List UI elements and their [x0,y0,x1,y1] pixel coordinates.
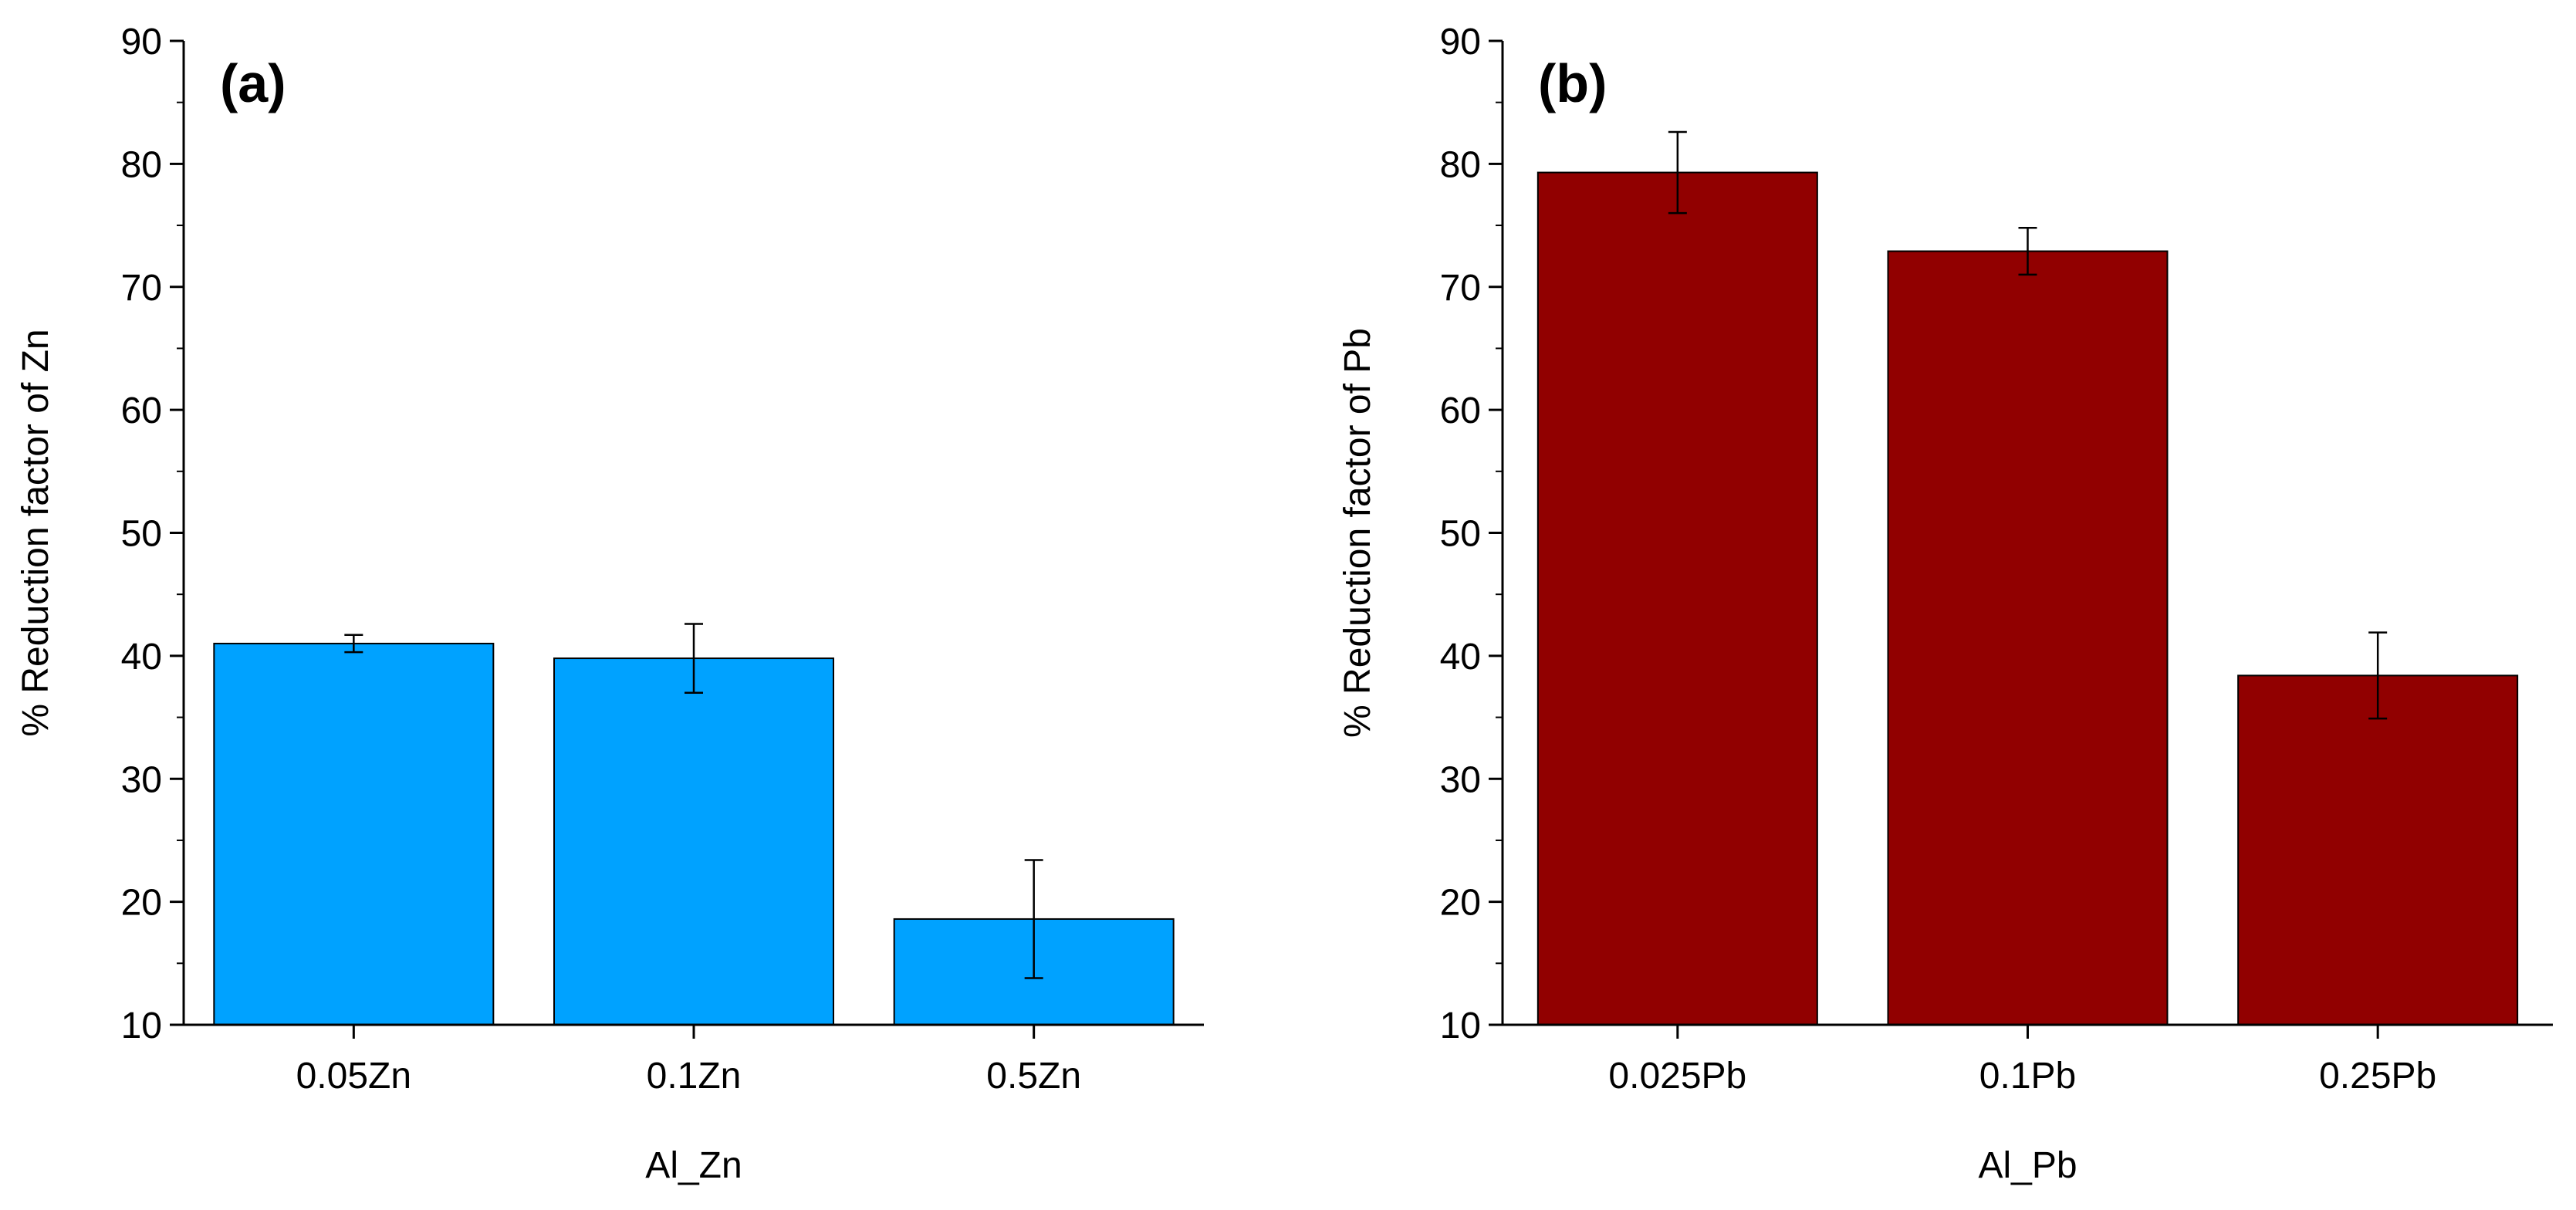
x-tick-label-0.5Zn: 0.5Zn [986,1056,1081,1097]
bar-0.25Pb [2237,674,2519,1026]
y-tick-label: 50 [1440,514,1481,555]
y-tick-label: 20 [1440,883,1481,924]
y-axis-title: % Reduction factor of Pb [1337,328,1378,738]
y-tick-label: 80 [121,144,162,185]
x-axis-title: Al_Zn [645,1145,742,1186]
y-tick-label: 90 [1440,22,1481,63]
chart-panel-a: 10 20 30 40 50 60 70 80 90 0.05Zn 0.1Zn 0.5Zn Al_Zn%… [15,22,1204,1186]
chart-panel-b: 10 20 30 40 50 60 70 80 90 0.025Pb 0.1Pb 0.25Pb Al_P… [1337,22,2553,1186]
x-tick-label-0.025Pb: 0.025Pb [1608,1056,1746,1097]
error-bar-0.05Zn [344,634,363,654]
bar-0.05Zn [213,642,495,1026]
error-bar-0.025Pb [1668,130,1687,215]
y-tick-label: 70 [121,268,162,309]
x-tick-label-0.25Pb: 0.25Pb [2319,1056,2436,1097]
y-tick-label: 10 [121,1006,162,1046]
y-tick-label: 50 [121,514,162,555]
error-bar-0.5Zn [1024,859,1043,979]
y-axis-title: % Reduction factor of Zn [15,329,56,736]
y-tick-label: 60 [1440,390,1481,431]
x-tick-label-0.05Zn: 0.05Zn [296,1056,411,1097]
y-tick-label: 20 [121,883,162,924]
y-tick-label: 40 [1440,637,1481,678]
x-tick-label-0.1Pb: 0.1Pb [1979,1056,2076,1097]
panel-label: (b) [1538,53,1607,113]
y-tick-label: 80 [1440,144,1481,185]
panel-label: (a) [220,53,286,113]
y-tick-label: 70 [1440,268,1481,309]
y-tick-label: 30 [121,759,162,800]
x-tick-label-0.1Zn: 0.1Zn [647,1056,742,1097]
error-bar-0.25Pb [2368,631,2388,720]
y-tick-label: 10 [1440,1006,1481,1046]
error-bar-0.1Zn [685,623,703,694]
bar-0.025Pb [1536,171,1818,1026]
y-tick-label: 90 [121,22,162,63]
y-tick-label: 40 [121,637,162,678]
bar-0.1Zn [553,657,834,1026]
y-tick-label: 60 [121,390,162,431]
bar-0.1Pb [1887,250,2169,1026]
y-tick-label: 30 [1440,759,1481,800]
error-bar-0.1Pb [2018,227,2037,276]
x-axis-title: Al_Pb [1978,1145,2077,1186]
